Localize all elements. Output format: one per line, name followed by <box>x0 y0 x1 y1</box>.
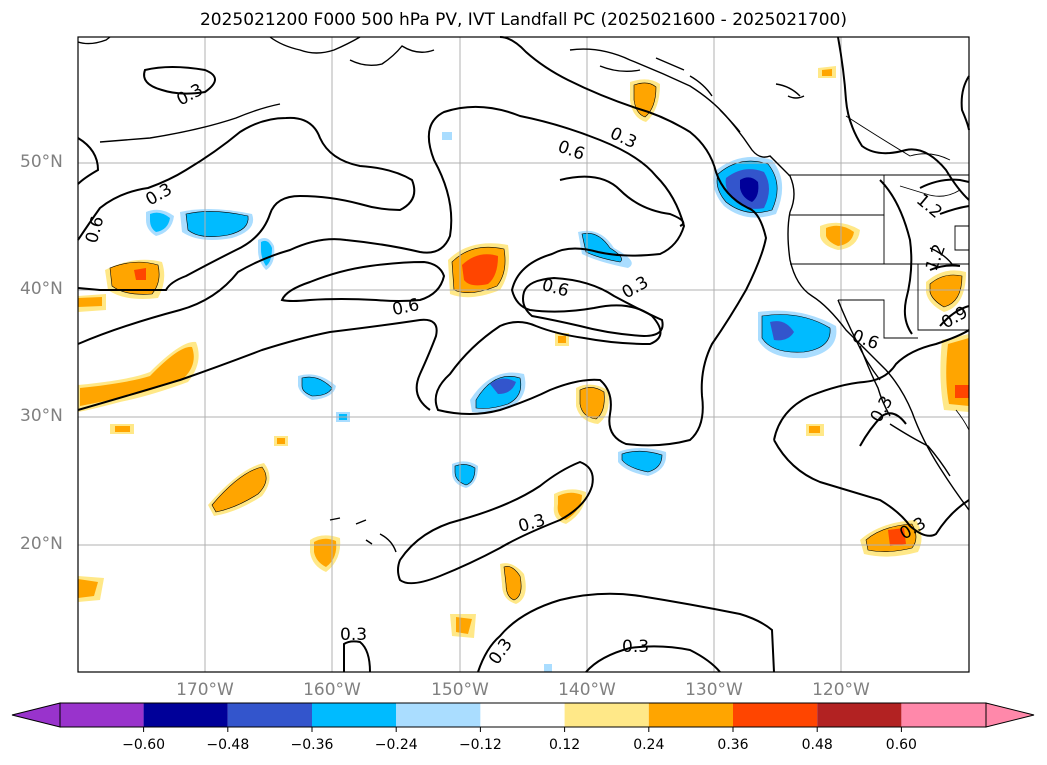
contour-label: 0.3 <box>340 625 367 645</box>
colorbar-frame <box>59 702 987 728</box>
colorbar-segment <box>227 703 312 727</box>
lon-label: 140°W <box>558 680 616 700</box>
negative-anomaly <box>302 377 332 396</box>
negative-anomaly <box>442 132 452 140</box>
colorbar-segment <box>396 703 481 727</box>
positive-anomaly <box>809 426 820 433</box>
positive-anomaly <box>558 336 566 343</box>
positive-anomaly <box>557 492 582 520</box>
chart-title: 2025021200 F000 500 hPa PV, IVT Landfall… <box>199 10 847 30</box>
colorbar-tick-label: −0.48 <box>206 737 250 753</box>
pv-contours <box>77 36 970 673</box>
colorbar-tick-label: 0.36 <box>717 737 749 753</box>
lon-label: 170°W <box>176 680 234 700</box>
colorbar-segment <box>143 703 228 727</box>
negative-anomaly <box>770 321 794 341</box>
colorbar-tick-label: 0.24 <box>633 737 665 753</box>
lon-label: 130°W <box>685 680 743 700</box>
colorbar-segment <box>817 703 902 727</box>
gridlines <box>78 37 969 672</box>
positive-anomaly <box>78 579 98 598</box>
colorbar-tick-label: −0.24 <box>374 737 418 753</box>
patch-outlines <box>109 82 963 601</box>
shaded-anomalies <box>78 66 969 672</box>
positive-anomaly <box>80 346 194 406</box>
colorbar-segment <box>312 703 397 727</box>
colorbar-tick-label: 0.12 <box>549 737 581 753</box>
positive-anomaly <box>930 275 962 307</box>
negative-anomaly <box>544 664 552 672</box>
lat-label: 50°N <box>20 152 63 172</box>
colorbar-tick-marks <box>143 727 902 732</box>
map-frame <box>77 36 970 673</box>
lat-label: 20°N <box>20 534 63 554</box>
positive-anomaly <box>580 387 605 419</box>
colorbar-tick-label: −0.12 <box>458 737 502 753</box>
positive-anomaly <box>462 254 498 286</box>
colorbar-segment <box>480 703 565 727</box>
positive-anomaly <box>314 538 337 567</box>
lon-label: 160°W <box>303 680 361 700</box>
positive-anomaly <box>822 69 832 76</box>
negative-anomaly <box>740 177 759 202</box>
positive-anomaly <box>110 262 160 295</box>
colorbar-segment <box>564 703 649 727</box>
colorbar-tick-label: −0.60 <box>122 737 166 753</box>
positive-anomaly <box>115 426 130 432</box>
colorbar-segment <box>901 703 986 727</box>
lat-label: 30°N <box>20 406 63 426</box>
positive-anomaly <box>504 566 522 600</box>
colorbar-segment <box>733 703 818 727</box>
colorbar-tick-label: 0.60 <box>885 737 917 753</box>
lon-label: 120°W <box>812 680 870 700</box>
positive-anomaly <box>888 528 906 546</box>
positive-anomaly <box>955 385 969 398</box>
political-borders <box>788 115 970 431</box>
negative-anomaly <box>490 378 516 394</box>
positive-anomaly <box>78 297 102 307</box>
positive-anomaly <box>826 225 854 246</box>
positive-anomaly <box>212 467 267 512</box>
negative-anomaly <box>186 211 249 237</box>
colorbar-max-extension <box>985 702 1035 728</box>
lon-label: 150°W <box>431 680 489 700</box>
colorbar-tick-label: 0.48 <box>801 737 833 753</box>
negative-anomaly <box>150 212 170 232</box>
positive-anomaly <box>134 268 146 280</box>
colorbar-segment <box>60 703 144 727</box>
negative-anomaly <box>622 451 662 472</box>
colorbar <box>11 702 1035 732</box>
contour-label: 0.3 <box>622 637 649 657</box>
positive-anomaly <box>277 438 285 444</box>
colorbar-min-extension <box>11 702 61 728</box>
colorbar-tick-label: −0.36 <box>290 737 334 753</box>
colorbar-segment <box>648 703 733 727</box>
lat-label: 40°N <box>20 279 63 299</box>
